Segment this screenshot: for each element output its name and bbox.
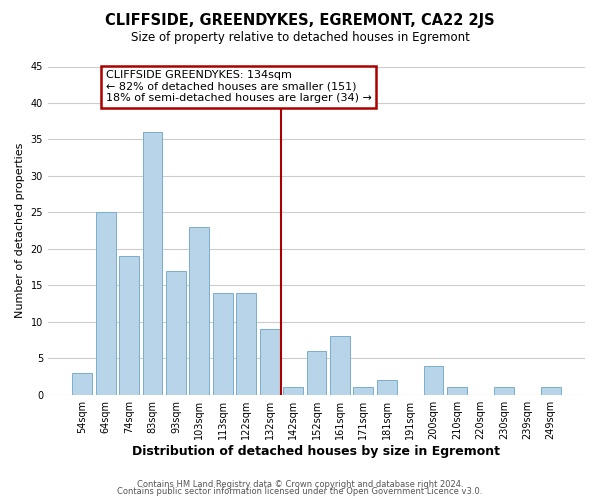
Text: CLIFFSIDE, GREENDYKES, EGREMONT, CA22 2JS: CLIFFSIDE, GREENDYKES, EGREMONT, CA22 2J… [105, 12, 495, 28]
Bar [330, 336, 350, 394]
X-axis label: Distribution of detached houses by size in Egremont: Distribution of detached houses by size … [133, 444, 500, 458]
Bar [213, 292, 233, 394]
Bar [166, 270, 186, 394]
Bar [353, 388, 373, 394]
Bar [96, 212, 116, 394]
Bar [119, 256, 139, 394]
Bar [424, 366, 443, 394]
Bar [190, 227, 209, 394]
Bar [260, 329, 280, 394]
Bar [377, 380, 397, 394]
Bar [307, 351, 326, 395]
Text: Contains HM Land Registry data © Crown copyright and database right 2024.: Contains HM Land Registry data © Crown c… [137, 480, 463, 489]
Bar [283, 388, 303, 394]
Bar [494, 388, 514, 394]
Text: Size of property relative to detached houses in Egremont: Size of property relative to detached ho… [131, 31, 469, 44]
Bar [236, 292, 256, 394]
Text: CLIFFSIDE GREENDYKES: 134sqm
← 82% of detached houses are smaller (151)
18% of s: CLIFFSIDE GREENDYKES: 134sqm ← 82% of de… [106, 70, 371, 103]
Y-axis label: Number of detached properties: Number of detached properties [15, 143, 25, 318]
Bar [541, 388, 560, 394]
Text: Contains public sector information licensed under the Open Government Licence v3: Contains public sector information licen… [118, 487, 482, 496]
Bar [73, 373, 92, 394]
Bar [143, 132, 163, 394]
Bar [447, 388, 467, 394]
